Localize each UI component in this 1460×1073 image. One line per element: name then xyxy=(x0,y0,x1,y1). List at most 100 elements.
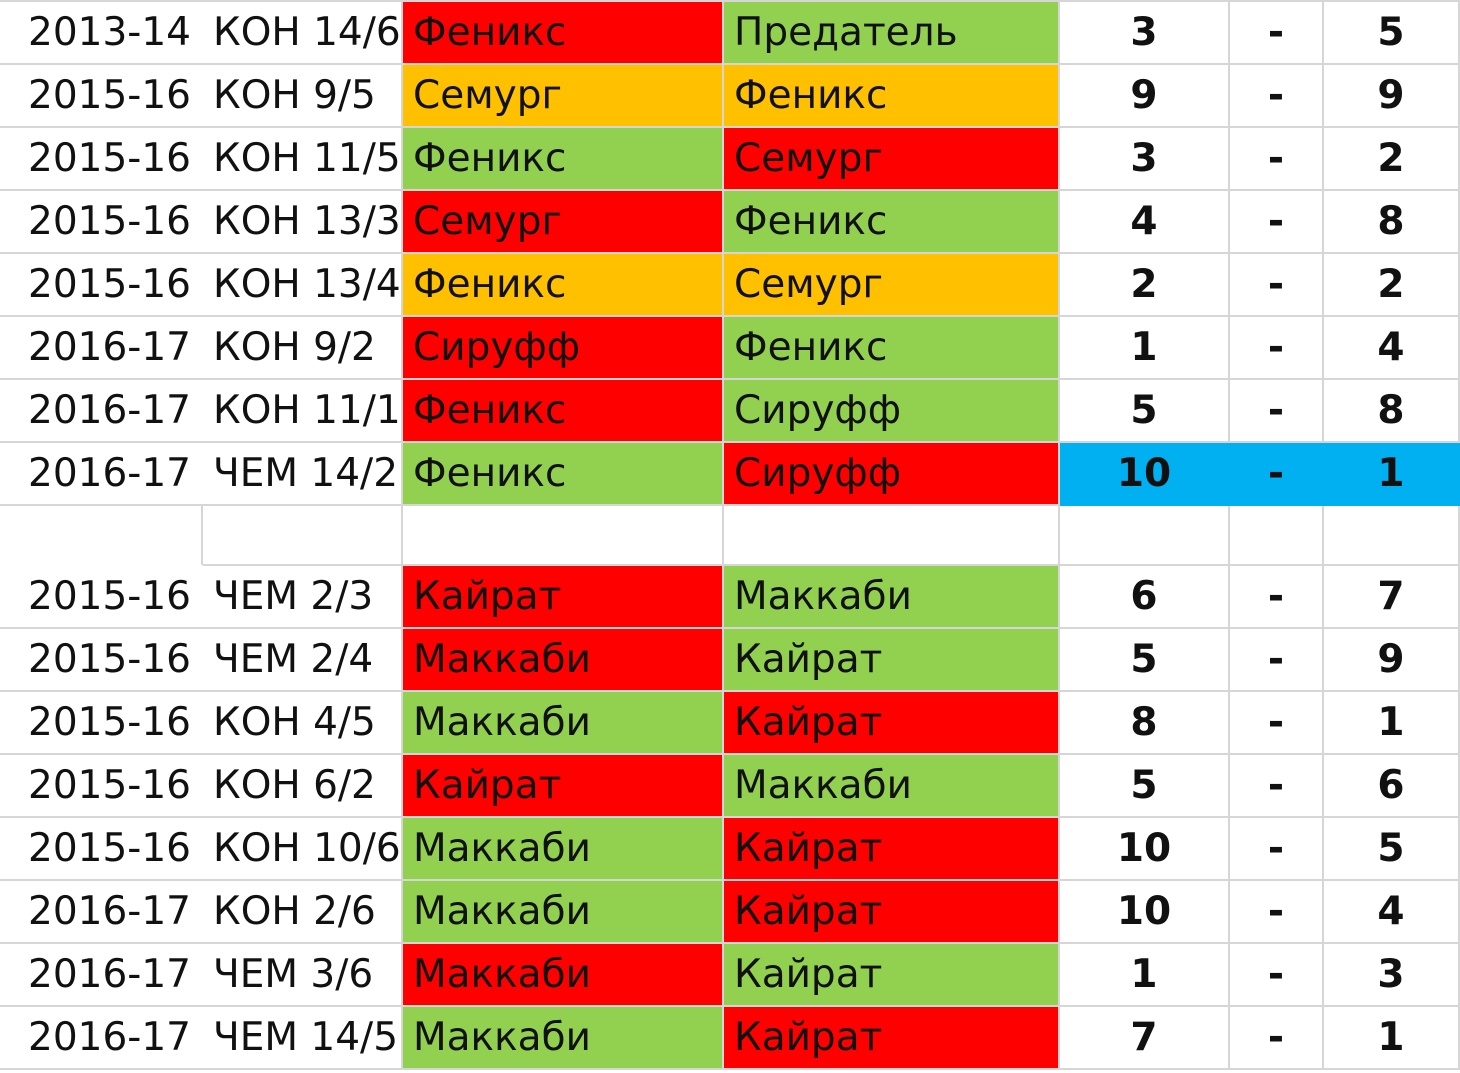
score-separator-cell[interactable]: - xyxy=(1230,254,1324,317)
home-score-cell[interactable]: 8 xyxy=(1060,692,1230,755)
cell-sliver[interactable] xyxy=(403,0,724,2)
round-cell[interactable]: КОН 4/5 xyxy=(203,692,403,755)
season-cell[interactable]: 2016-17 xyxy=(0,317,203,380)
home-team-cell[interactable]: Маккаби xyxy=(403,944,724,1007)
score-separator-cell[interactable]: - xyxy=(1230,191,1324,254)
away-team-cell[interactable]: Кайрат xyxy=(724,944,1060,1007)
empty-cell[interactable] xyxy=(0,506,203,566)
home-score-cell[interactable]: 5 xyxy=(1060,629,1230,692)
round-cell[interactable]: КОН 13/3 xyxy=(203,191,403,254)
home-team-cell[interactable]: Маккаби xyxy=(403,629,724,692)
round-cell[interactable]: ЧЕМ 14/2 xyxy=(203,443,403,506)
season-cell[interactable]: 2015-16 xyxy=(0,692,203,755)
cell-sliver[interactable] xyxy=(1060,0,1230,2)
round-cell[interactable]: КОН 11/1 xyxy=(203,380,403,443)
home-score-cell[interactable]: 1 xyxy=(1060,317,1230,380)
home-team-cell[interactable]: Семург xyxy=(403,191,724,254)
away-score-cell[interactable]: 8 xyxy=(1324,380,1460,443)
away-score-cell[interactable]: 1 xyxy=(1324,692,1460,755)
season-cell[interactable]: 2016-17 xyxy=(0,1007,203,1070)
home-score-cell[interactable]: 3 xyxy=(1060,2,1230,65)
home-team-cell[interactable]: Маккаби xyxy=(403,1007,724,1070)
season-cell[interactable]: 2016-17 xyxy=(0,443,203,506)
home-score-cell[interactable]: 6 xyxy=(1060,566,1230,629)
season-cell[interactable]: 2016-17 xyxy=(0,380,203,443)
home-score-cell[interactable]: 2 xyxy=(1060,254,1230,317)
away-team-cell[interactable]: Кайрат xyxy=(724,1007,1060,1070)
cell-sliver[interactable] xyxy=(1230,0,1324,2)
away-score-cell[interactable]: 4 xyxy=(1324,317,1460,380)
round-cell[interactable]: ЧЕМ 2/3 xyxy=(203,566,403,629)
home-team-cell[interactable]: Маккаби xyxy=(403,881,724,944)
home-score-cell[interactable]: 10 xyxy=(1060,818,1230,881)
home-team-cell[interactable]: Сируфф xyxy=(403,317,724,380)
away-team-cell[interactable]: Кайрат xyxy=(724,818,1060,881)
round-cell[interactable]: КОН 2/6 xyxy=(203,881,403,944)
round-cell[interactable]: КОН 9/5 xyxy=(203,65,403,128)
home-team-cell[interactable]: Феникс xyxy=(403,254,724,317)
score-separator-cell[interactable]: - xyxy=(1230,65,1324,128)
round-cell[interactable]: ЧЕМ 14/5 xyxy=(203,1007,403,1070)
home-score-cell[interactable]: 5 xyxy=(1060,755,1230,818)
score-separator-cell[interactable]: - xyxy=(1230,128,1324,191)
season-cell[interactable]: 2016-17 xyxy=(0,944,203,1007)
home-score-cell[interactable]: 3 xyxy=(1060,128,1230,191)
home-team-cell[interactable]: Феникс xyxy=(403,443,724,506)
cell-sliver[interactable] xyxy=(0,0,203,2)
score-separator-cell[interactable]: - xyxy=(1230,2,1324,65)
home-score-cell[interactable]: 10 xyxy=(1060,443,1230,506)
home-score-cell[interactable]: 5 xyxy=(1060,380,1230,443)
home-score-cell[interactable]: 4 xyxy=(1060,191,1230,254)
away-team-cell[interactable]: Семург xyxy=(724,254,1060,317)
away-team-cell[interactable]: Феникс xyxy=(724,65,1060,128)
season-cell[interactable]: 2015-16 xyxy=(0,755,203,818)
home-team-cell[interactable]: Маккаби xyxy=(403,818,724,881)
empty-cell[interactable] xyxy=(1324,506,1460,566)
season-cell[interactable]: 2015-16 xyxy=(0,629,203,692)
score-separator-cell[interactable]: - xyxy=(1230,818,1324,881)
away-score-cell[interactable]: 1 xyxy=(1324,443,1460,506)
away-team-cell[interactable]: Сируфф xyxy=(724,443,1060,506)
home-team-cell[interactable]: Семург xyxy=(403,65,724,128)
away-score-cell[interactable]: 8 xyxy=(1324,191,1460,254)
round-cell[interactable]: КОН 6/2 xyxy=(203,755,403,818)
away-team-cell[interactable]: Кайрат xyxy=(724,881,1060,944)
away-score-cell[interactable]: 9 xyxy=(1324,629,1460,692)
home-score-cell[interactable]: 10 xyxy=(1060,881,1230,944)
season-cell[interactable]: 2015-16 xyxy=(0,65,203,128)
season-cell[interactable]: 2015-16 xyxy=(0,128,203,191)
season-cell[interactable]: 2015-16 xyxy=(0,818,203,881)
empty-cell[interactable] xyxy=(724,506,1060,566)
away-team-cell[interactable]: Феникс xyxy=(724,317,1060,380)
away-team-cell[interactable]: Сируфф xyxy=(724,380,1060,443)
round-cell[interactable]: ЧЕМ 2/4 xyxy=(203,629,403,692)
score-separator-cell[interactable]: - xyxy=(1230,692,1324,755)
away-team-cell[interactable]: Маккаби xyxy=(724,755,1060,818)
away-score-cell[interactable]: 1 xyxy=(1324,1007,1460,1070)
away-score-cell[interactable]: 4 xyxy=(1324,881,1460,944)
season-cell[interactable]: 2016-17 xyxy=(0,881,203,944)
home-team-cell[interactable]: Кайрат xyxy=(403,755,724,818)
away-team-cell[interactable]: Семург xyxy=(724,128,1060,191)
cell-sliver[interactable] xyxy=(724,0,1060,2)
score-separator-cell[interactable]: - xyxy=(1230,944,1324,1007)
home-score-cell[interactable]: 9 xyxy=(1060,65,1230,128)
score-separator-cell[interactable]: - xyxy=(1230,881,1324,944)
round-cell[interactable]: КОН 9/2 xyxy=(203,317,403,380)
score-separator-cell[interactable]: - xyxy=(1230,755,1324,818)
cell-sliver[interactable] xyxy=(1324,0,1460,2)
home-score-cell[interactable]: 7 xyxy=(1060,1007,1230,1070)
score-separator-cell[interactable]: - xyxy=(1230,629,1324,692)
season-cell[interactable]: 2015-16 xyxy=(0,566,203,629)
home-team-cell[interactable]: Феникс xyxy=(403,128,724,191)
home-team-cell[interactable]: Феникс xyxy=(403,2,724,65)
away-score-cell[interactable]: 5 xyxy=(1324,2,1460,65)
round-cell[interactable]: КОН 10/6 xyxy=(203,818,403,881)
score-separator-cell[interactable]: - xyxy=(1230,566,1324,629)
away-score-cell[interactable]: 2 xyxy=(1324,254,1460,317)
score-separator-cell[interactable]: - xyxy=(1230,1007,1324,1070)
away-score-cell[interactable]: 3 xyxy=(1324,944,1460,1007)
away-score-cell[interactable]: 2 xyxy=(1324,128,1460,191)
away-team-cell[interactable]: Предатель xyxy=(724,2,1060,65)
home-team-cell[interactable]: Кайрат xyxy=(403,566,724,629)
